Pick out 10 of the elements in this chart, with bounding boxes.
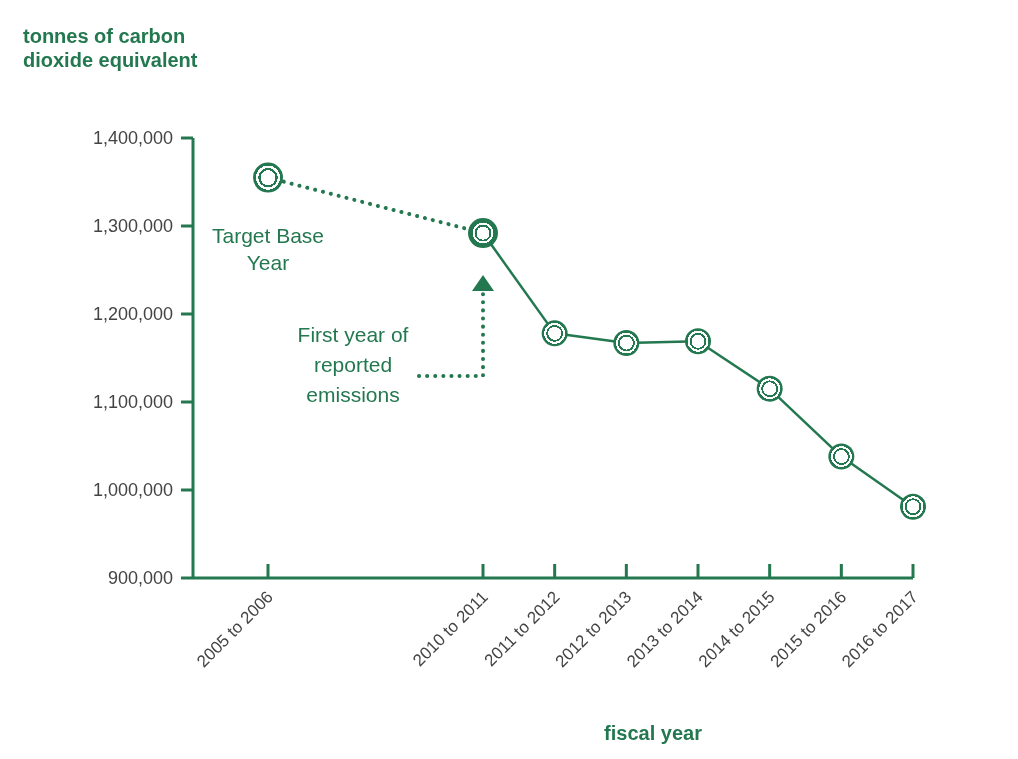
y-tick-label: 1,000,000: [92, 480, 173, 501]
y-tick-label: 1,400,000: [92, 128, 173, 149]
y-tick-label: 900,000: [107, 568, 173, 589]
annotation: Target Base Year: [211, 223, 325, 274]
y-axis-title: tonnes of carbon dioxide equivalent: [23, 25, 198, 71]
y-tick-label: 1,200,000: [92, 304, 173, 325]
x-axis-title: fiscal year: [604, 722, 703, 744]
y-tick-label: 1,300,000: [92, 216, 173, 237]
y-tick-label: 1,100,000: [92, 392, 173, 413]
annotation: First year of reported emissions: [297, 323, 409, 407]
